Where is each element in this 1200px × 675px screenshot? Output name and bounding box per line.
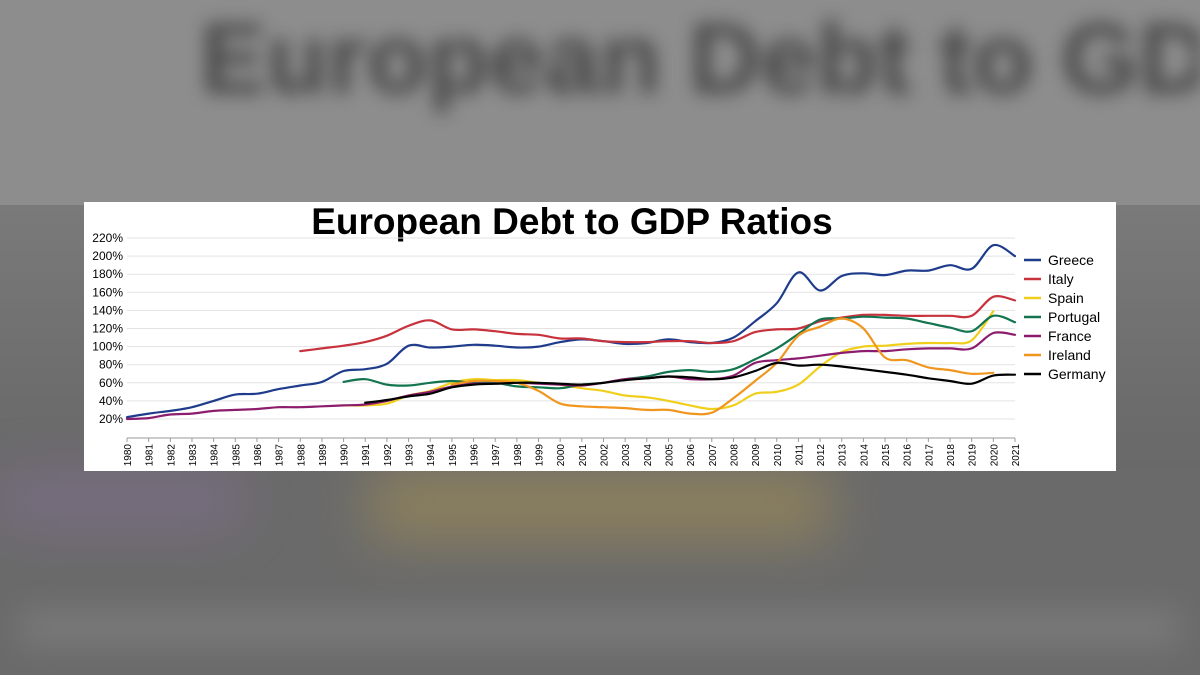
legend-label-spain: Spain	[1048, 290, 1084, 306]
x-tick-label: 1995	[448, 444, 459, 467]
x-tick-label: 2013	[838, 444, 849, 467]
background-blur-blob	[370, 470, 830, 540]
x-tick-label: 2007	[708, 444, 719, 467]
x-tick-label: 2008	[729, 444, 740, 467]
y-tick-label: 80%	[99, 358, 123, 372]
x-tick-label: 2001	[578, 444, 589, 467]
chart-panel: European Debt to GDP Ratios 20% 40% 60% 80%…	[84, 202, 1116, 471]
x-tick-label: 1991	[361, 444, 372, 467]
x-tick-label: 1992	[383, 444, 394, 467]
x-tick-label: 1984	[210, 444, 221, 467]
x-tick-label: 2017	[924, 444, 935, 467]
x-tick-label: 1986	[253, 444, 264, 467]
y-tick-label: 140%	[92, 303, 123, 317]
y-tick-label: 60%	[99, 376, 123, 390]
x-tick-label: 2019	[968, 444, 979, 467]
legend: Greece Italy Spain Portugal France Ireland Ger…	[1024, 252, 1106, 382]
x-tick-label: 2009	[751, 444, 762, 467]
x-tick-label: 1982	[166, 444, 177, 467]
y-tick-label: 120%	[92, 322, 123, 336]
series-line-spain	[342, 310, 995, 411]
x-tick-label: 1998	[513, 444, 524, 467]
background-blur-strip	[20, 610, 1180, 646]
x-tick-label: 1989	[318, 444, 329, 467]
y-axis: 20% 40% 60% 80% 100% 120% 140% 160% 180% 200% 220%	[92, 231, 123, 426]
series-line-greece	[125, 243, 1017, 419]
x-tick-label: 2010	[773, 444, 784, 467]
legend-label-germany: Germany	[1048, 366, 1106, 382]
series-lines	[125, 243, 1017, 421]
y-tick-label: 20%	[99, 412, 123, 426]
background-top-band	[0, 0, 1200, 205]
x-axis: 1980 1981 1982 1983 1984 1985 1986 1987 1988 1989…	[123, 437, 1022, 467]
x-tick-label: 2018	[946, 444, 957, 467]
series-line-italy	[299, 295, 1017, 353]
y-tick-label: 200%	[92, 249, 123, 263]
series-line-portugal	[342, 314, 1017, 390]
x-tick-label: 2014	[859, 444, 870, 467]
x-tick-label: 1997	[491, 444, 502, 467]
y-tick-label: 100%	[92, 340, 123, 354]
x-tick-label: 1987	[275, 444, 286, 467]
y-tick-label: 180%	[92, 267, 123, 281]
x-tick-label: 2006	[686, 444, 697, 467]
x-tick-label: 1999	[535, 444, 546, 467]
x-tick-label: 1988	[296, 444, 307, 467]
x-tick-label: 2003	[621, 444, 632, 467]
x-tick-label: 2016	[903, 444, 914, 467]
x-tick-label: 2000	[556, 444, 567, 467]
series-line-germany	[364, 361, 1017, 404]
x-tick-label: 1980	[123, 444, 134, 467]
legend-label-france: France	[1048, 328, 1092, 344]
x-tick-label: 1981	[145, 444, 156, 467]
legend-label-portugal: Portugal	[1048, 309, 1100, 325]
background-ghost-title: European Debt to GDP Ratios	[200, 3, 1200, 112]
background-blur-blob	[0, 470, 240, 530]
x-tick-label: 1994	[426, 444, 437, 467]
x-tick-label: 2015	[881, 444, 892, 467]
chart-title: European Debt to GDP Ratios	[311, 201, 833, 242]
x-tick-label: 2011	[794, 444, 805, 466]
y-tick-label: 160%	[92, 285, 123, 299]
legend-label-greece: Greece	[1048, 252, 1094, 268]
x-tick-label: 1996	[470, 444, 481, 467]
gridlines	[127, 237, 1015, 420]
series-line-ireland	[450, 317, 995, 416]
x-tick-label: 2004	[643, 444, 654, 467]
x-tick-label: 2002	[599, 444, 610, 467]
x-tick-label: 2005	[664, 444, 675, 467]
x-tick-label: 1993	[405, 444, 416, 467]
y-tick-label: 220%	[92, 231, 123, 245]
x-tick-label: 1985	[231, 444, 242, 467]
y-tick-label: 40%	[99, 394, 123, 408]
x-tick-label: 2012	[816, 444, 827, 467]
x-tick-label: 2021	[1011, 444, 1022, 467]
legend-label-italy: Italy	[1048, 271, 1074, 287]
line-chart: 20% 40% 60% 80% 100% 120% 140% 160% 180% 200% 220%…	[92, 231, 1106, 467]
x-tick-label: 1983	[188, 444, 199, 467]
x-tick-label: 2020	[989, 444, 1000, 467]
x-tick-label: 1990	[340, 444, 351, 467]
legend-label-ireland: Ireland	[1048, 347, 1091, 363]
